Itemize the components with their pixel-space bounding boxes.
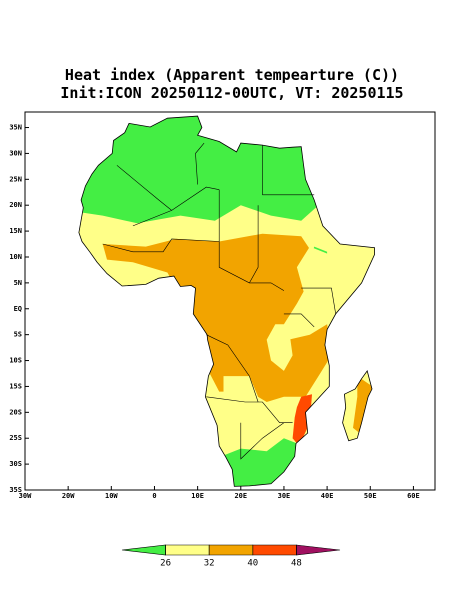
lat-tick-label: 10S	[9, 357, 22, 365]
border	[116, 165, 172, 211]
border	[301, 287, 336, 314]
lat-tick-label: 20N	[9, 201, 22, 209]
zone-yellow	[296, 246, 345, 320]
lat-tick-label: 5S	[14, 331, 22, 339]
lat-tick-label: 10N	[9, 253, 22, 261]
lat-tick-label: 15N	[9, 227, 22, 235]
border	[206, 396, 293, 423]
lon-tick-label: 50E	[364, 492, 377, 500]
lon-tick-label: 0	[152, 492, 156, 500]
subtitle: Init:ICON 20250112-00UTC, VT: 20250115	[60, 84, 403, 102]
lat-tick-label: 30S	[9, 460, 22, 468]
lat-tick-label: EQ	[14, 305, 22, 313]
colorbar-segment	[296, 544, 341, 556]
lon-tick-label: 20E	[234, 492, 247, 500]
lat-tick-label: 35N	[9, 124, 22, 132]
colorbar-segment	[252, 544, 297, 556]
colorbar-segment	[208, 544, 254, 556]
lat-tick-label: 30N	[9, 149, 22, 157]
lat-tick-label: 15S	[9, 382, 22, 390]
colorbar-segment	[121, 544, 166, 556]
colorbar-segment	[165, 544, 210, 556]
lat-tick-label: 20S	[9, 408, 22, 416]
border	[102, 238, 220, 253]
lon-tick-label: 40E	[321, 492, 334, 500]
border	[195, 142, 205, 185]
colorbar-label: 40	[247, 559, 258, 569]
colorbar-label: 48	[291, 559, 302, 569]
border	[206, 334, 259, 403]
colorbar-label: 32	[204, 559, 215, 569]
border	[132, 186, 220, 227]
zone-red	[292, 394, 312, 446]
lon-tick-label: 10W	[105, 492, 118, 500]
border	[249, 205, 259, 284]
zone-orange	[353, 376, 373, 433]
lon-tick-label: 60E	[407, 492, 420, 500]
lon-tick-label: 30W	[19, 492, 32, 500]
map	[78, 115, 375, 487]
border	[240, 422, 285, 460]
zone-yellow	[223, 376, 259, 408]
zone-green	[78, 116, 375, 224]
lat-tick-label: 25N	[9, 175, 22, 183]
lon-tick-label: 20W	[62, 492, 75, 500]
border	[283, 313, 315, 328]
coastline	[342, 369, 373, 442]
coastline	[78, 115, 375, 487]
title: Heat index (Apparent tempearture (C))	[65, 66, 399, 84]
map-frame	[24, 111, 436, 491]
lat-tick-label: 25S	[9, 434, 22, 442]
lat-tick-label: 35S	[9, 486, 22, 494]
lon-tick-label: 10E	[191, 492, 204, 500]
zone-yellow	[266, 324, 293, 371]
lon-tick-label: 30E	[278, 492, 291, 500]
colorbar-label: 26	[160, 559, 171, 569]
lat-tick-label: 5N	[14, 279, 22, 287]
